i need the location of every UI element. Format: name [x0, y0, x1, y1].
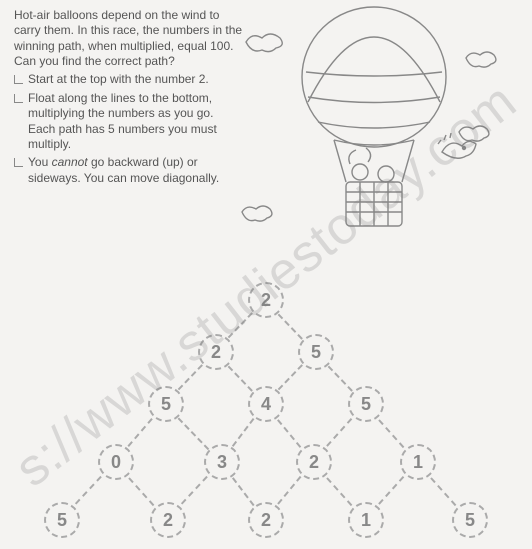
path-node: 5 [452, 502, 488, 538]
instructions-block: Hot-air balloons depend on the wind to c… [14, 8, 244, 189]
path-node: 5 [44, 502, 80, 538]
path-node: 1 [400, 444, 436, 480]
instruction-item: Float along the lines to the bottom, mul… [14, 91, 244, 152]
path-node: 0 [98, 444, 134, 480]
top-section: Hot-air balloons depend on the wind to c… [0, 0, 532, 189]
path-node: 4 [248, 386, 284, 422]
balloon-illustration [244, 8, 522, 189]
path-node: 1 [348, 502, 384, 538]
path-node: 5 [148, 386, 184, 422]
path-node: 2 [150, 502, 186, 538]
path-node: 5 [348, 386, 384, 422]
intro-text: Hot-air balloons depend on the wind to c… [14, 8, 244, 69]
instruction-item: Start at the top with the number 2. [14, 72, 244, 87]
path-node: 2 [248, 282, 284, 318]
path-node: 3 [204, 444, 240, 480]
instruction-list: Start at the top with the number 2. Floa… [14, 72, 244, 186]
path-node: 5 [298, 334, 334, 370]
instruction-item: You cannot go backward (up) or sideways.… [14, 155, 244, 186]
number-path-puzzle: 225545032152215 [0, 280, 532, 548]
path-node: 2 [296, 444, 332, 480]
path-node: 2 [198, 334, 234, 370]
path-node: 2 [248, 502, 284, 538]
